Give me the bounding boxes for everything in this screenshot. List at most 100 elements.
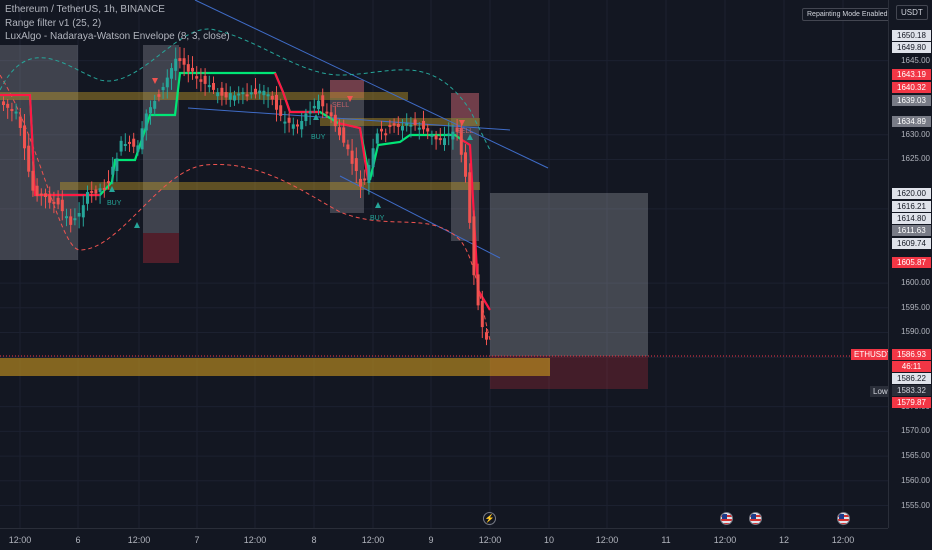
legend-nadaraya-watson[interactable]: LuxAlgo - Nadaraya-Watson Envelope (8, 3… (5, 31, 230, 42)
time-tick-label: 8 (311, 535, 317, 545)
candle-body (317, 100, 320, 110)
candle-body (86, 192, 89, 204)
price-tag: 1620.00 (892, 188, 931, 199)
candle-body (69, 216, 73, 225)
currency-button[interactable]: USDT (896, 5, 928, 20)
candle-body (241, 92, 245, 95)
price-tag: 1579.87 (892, 397, 931, 408)
time-axis[interactable]: 12:00 6 12:00 7 12:00 8 12:00 9 12:00 10 12:00 11 12… (0, 528, 888, 550)
candle-body (237, 93, 241, 96)
us-flag-event-icon[interactable] (749, 512, 762, 525)
candle-body (199, 79, 203, 82)
candle-body (367, 165, 371, 184)
buy-signal-marker (313, 114, 319, 120)
candle-body (48, 194, 52, 203)
candle-body (10, 109, 14, 112)
candle-body (359, 178, 362, 187)
candle-body (178, 58, 182, 62)
supply-zone (330, 80, 364, 98)
candle-body (308, 111, 312, 114)
time-tick-label: 12:00 (243, 535, 267, 545)
candle-body (380, 128, 383, 132)
candle-body (60, 199, 64, 212)
candle-body (216, 92, 220, 97)
candle-body (35, 185, 39, 196)
candle-body (413, 119, 417, 125)
price-tag: 1611.63 (892, 225, 931, 236)
candle-body (422, 120, 425, 130)
buy-signal-marker (109, 186, 115, 192)
candle-body (182, 58, 186, 65)
candle-body (128, 141, 131, 144)
signal-buy-label: BUY (370, 215, 385, 222)
supply-zone (143, 233, 179, 263)
candle-body (447, 133, 451, 136)
price-axis[interactable]: USDT 1645.001630.001625.001615.001600.00… (888, 0, 932, 528)
candle-body (81, 205, 85, 218)
candle-body (27, 145, 31, 172)
candle-body (371, 148, 375, 168)
envelope-upper-line (0, 28, 491, 151)
legend-range-filter[interactable]: Range filter v1 (25, 2) (5, 18, 102, 29)
order-block-zone (143, 45, 179, 233)
envelope-lower-line (0, 74, 491, 341)
lightning-icon[interactable]: ⚡ (483, 512, 496, 525)
candle-body (443, 138, 446, 146)
repainting-mode-badge[interactable]: Repainting Mode Enabled (802, 8, 888, 21)
candle-body (266, 94, 270, 97)
candle-body (6, 103, 10, 108)
candle-body (417, 127, 421, 130)
us-flag-event-icon[interactable] (837, 512, 850, 525)
buy-signal-marker (134, 222, 140, 228)
candle-body (342, 127, 346, 143)
candle-body (438, 138, 442, 141)
candle-body (44, 193, 47, 198)
price-tag: 1650.18 (892, 30, 931, 41)
us-flag-event-icon[interactable] (720, 512, 733, 525)
candle-body (304, 113, 308, 122)
sell-signal-marker (152, 78, 158, 84)
trend-channel-line (187, 107, 511, 131)
price-tick-label: 1555.00 (901, 500, 930, 510)
price-tag: 1639.03 (892, 95, 931, 106)
time-tick-label: 11 (661, 535, 671, 545)
candle-body (224, 92, 228, 98)
candle-body (375, 133, 379, 144)
candle-body (451, 131, 455, 140)
range-filter-line-down (0, 93, 100, 197)
price-tag: 1605.87 (892, 257, 931, 268)
sell-signal-marker (347, 96, 353, 102)
candle-body (157, 94, 161, 97)
candle-body (434, 135, 438, 140)
legend-symbol[interactable]: Ethereum / TetherUS, 1h, BINANCE (5, 4, 165, 15)
candle-body (195, 76, 199, 79)
candle-body (94, 189, 98, 194)
buy-signal-marker (467, 134, 473, 140)
price-tag: 46:11 (892, 361, 931, 372)
candle-body (136, 145, 140, 152)
candle-body (52, 201, 56, 204)
candle-body (161, 86, 165, 91)
candle-body (476, 274, 480, 306)
time-tick-label: 7 (194, 535, 200, 545)
chart-canvas[interactable] (0, 0, 888, 528)
candle-body (468, 172, 472, 223)
price-tick-label: 1560.00 (901, 475, 930, 485)
price-tag: 1614.80 (892, 213, 931, 224)
candle-body (233, 95, 236, 101)
candle-body (186, 64, 190, 72)
candle-body (98, 188, 102, 192)
time-tick-label: 12:00 (127, 535, 151, 545)
chart-pane[interactable]: Ethereum / TetherUS, 1h, BINANCE Range f… (0, 0, 888, 528)
time-tick-label: 10 (543, 535, 555, 545)
candle-body (325, 111, 329, 114)
price-tag: 1609.74 (892, 238, 931, 249)
time-tick-label: 12:00 (713, 535, 737, 545)
price-tick-label: 1595.00 (901, 302, 930, 312)
candle-body (212, 83, 215, 90)
candle-body (401, 126, 404, 131)
candle-body (459, 127, 463, 155)
candle-body (18, 116, 22, 128)
candle-body (464, 152, 467, 177)
liquidity-zone (0, 92, 408, 100)
